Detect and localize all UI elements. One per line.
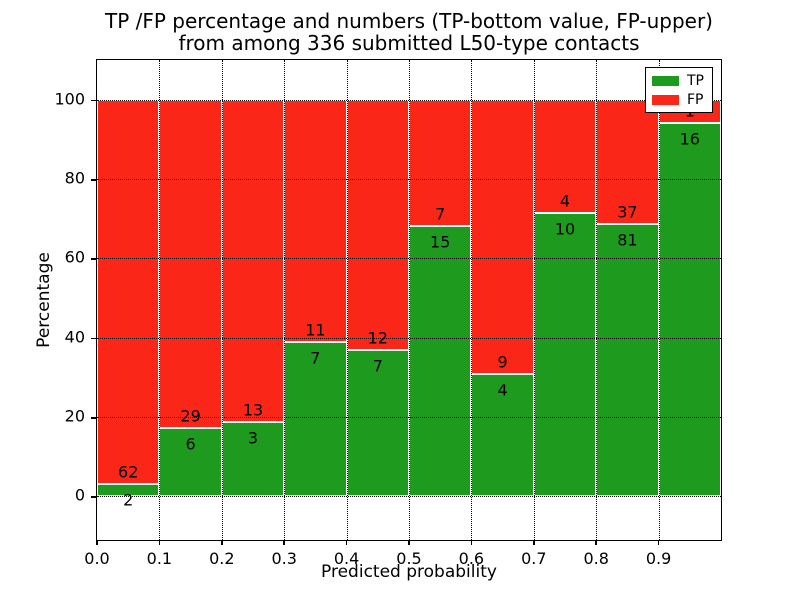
bar-segment-fp [596,99,659,225]
bar-segment-fp [346,99,409,351]
legend-label: TP [687,72,704,89]
bar-segment-tp [97,483,160,497]
tp-count-label: 81 [617,230,638,250]
tp-count-label: 10 [554,219,576,239]
x-axis-title: Predicted probability [321,562,497,582]
bar-segment-tp [596,224,659,497]
tp-count-label: 16 [679,129,700,149]
x-tick-mark [533,540,535,545]
legend-label: FP [687,91,704,108]
y-tick-mark [90,337,96,340]
chart-title-line1: TP /FP percentage and numbers (TP-bottom… [105,9,713,33]
fp-count-label: 29 [180,406,201,426]
bar-segment-tp [409,225,472,497]
fp-count-label: 13 [242,400,264,420]
gridline-vertical [221,60,223,540]
fp-count-label: 62 [118,462,139,482]
bar-segment-fp [97,99,160,484]
gridline-vertical [471,60,473,540]
x-tick-mark [283,540,285,545]
x-tick-label: 0.3 [271,549,297,568]
x-tick-label: 0.8 [583,549,609,568]
gridline-vertical [409,60,410,540]
tp-count-label: 2 [123,490,134,510]
bar-segment-fp [159,99,222,429]
x-tick-label: 0.1 [146,549,173,568]
x-tick-label: 0.0 [84,549,110,568]
legend-item-tp: TP [652,73,712,89]
y-tick-mark [90,258,96,260]
x-tick-mark [96,540,98,545]
bar-segment-fp [533,99,597,213]
x-tick-mark [657,540,660,545]
gridline-vertical [284,60,286,540]
bar-segment-fp [284,99,347,343]
bar-segment-fp [221,99,285,422]
y-tick-mark [90,179,96,181]
fp-count-label: 12 [367,328,388,348]
legend-swatch-fp [652,94,679,105]
x-tick-label: 0.6 [458,549,485,568]
bar-segment-tp [471,374,534,497]
x-tick-label: 0.2 [209,549,235,568]
legend-swatch-tp [652,75,679,86]
y-tick-label: 0 [74,485,85,505]
fp-count-label: 37 [617,202,638,222]
x-tick-label: 0.5 [396,549,422,568]
gridline-vertical [596,60,598,540]
bar-segment-tp [159,428,222,497]
gridline-vertical [533,60,535,540]
legend: TP FP [645,67,713,113]
fp-count-label: 11 [305,320,326,340]
y-tick-label: 100 [54,89,85,109]
tp-count-label: 7 [310,348,321,368]
fp-count-label: 4 [559,191,571,211]
bar-segment-tp [658,123,721,497]
x-tick-mark [345,540,348,545]
fp-count-label: 9 [497,352,508,372]
fp-count-label: 7 [435,204,446,224]
legend-item-fp: FP [652,92,712,108]
x-tick-mark [158,540,161,545]
y-tick-mark [90,99,96,102]
tp-count-label: 4 [497,380,508,400]
y-tick-label: 20 [64,406,85,426]
tp-count-label: 3 [247,428,259,448]
tp-count-label: 7 [372,356,383,376]
x-tick-mark [221,540,223,545]
tp-count-label: 6 [185,434,196,454]
chart-title-line2: from among 336 submitted L50-type contac… [178,31,640,55]
x-tick-mark [595,540,597,545]
x-tick-label: 0.7 [521,549,547,568]
x-tick-label: 0.4 [333,549,360,568]
gridline-vertical [159,60,161,540]
y-tick-label: 60 [64,247,85,267]
y-tick-mark [90,496,96,498]
y-tick-label: 80 [64,168,85,188]
y-tick-mark [90,417,96,419]
x-tick-label: 0.9 [645,549,672,568]
bar-segment-tp [533,213,597,497]
x-tick-mark [408,540,410,545]
y-tick-label: 40 [64,327,85,347]
bar-segment-fp [471,99,534,375]
gridline-vertical [658,60,660,540]
tp-count-label: 15 [430,232,451,252]
x-tick-mark [470,540,473,545]
gridline-vertical [346,60,348,540]
